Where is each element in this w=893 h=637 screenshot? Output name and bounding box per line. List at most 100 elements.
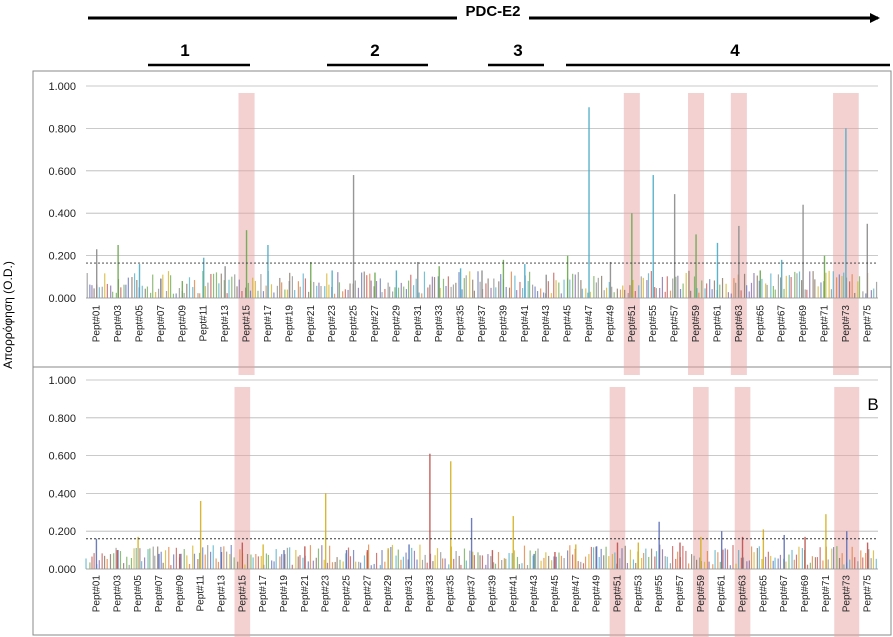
y-tick-label-b-1: 0.200 [48, 526, 76, 538]
x-tick-label-b-30: Pept#61 [717, 575, 728, 613]
x-tick-label-a-27: Pept#57 [670, 305, 681, 343]
y-tick-label-a-5: 1.000 [48, 81, 76, 93]
x-tick-label-b-8: Pept#17 [258, 575, 269, 613]
region-1-label: 1 [180, 41, 189, 60]
x-tick-label-b-15: Pept#31 [404, 575, 415, 613]
x-tick-label-a-2: Pept#05 [135, 305, 146, 343]
x-tick-label-b-14: Pept#29 [383, 575, 394, 613]
x-tick-label-b-29: Pept#59 [696, 575, 707, 613]
x-tick-label-b-34: Pept#69 [800, 575, 811, 613]
x-tick-label-b-17: Pept#35 [446, 575, 457, 613]
region-2-label: 2 [370, 41, 379, 60]
x-tick-label-a-5: Pept#11 [199, 305, 210, 342]
x-tick-label-b-6: Pept#13 [216, 575, 227, 613]
x-tick-label-a-10: Pept#21 [306, 305, 317, 343]
y-tick-label-a-4: 0.800 [48, 123, 76, 135]
highlight-band-b-1 [609, 387, 626, 637]
y-tick-label-a-3: 0.600 [48, 166, 76, 178]
highlight-band-b-4 [834, 387, 860, 637]
x-tick-label-b-24: Pept#49 [592, 575, 603, 613]
x-tick-label-a-26: Pept#55 [648, 305, 659, 343]
x-tick-label-b-2: Pept#05 [133, 575, 144, 613]
x-tick-label-a-36: Pept#75 [862, 305, 873, 343]
y-tick-label-a-1: 0.200 [48, 251, 76, 263]
x-tick-label-a-3: Pept#07 [156, 305, 167, 343]
x-tick-label-a-11: Pept#23 [327, 305, 338, 343]
y-tick-label-b-3: 0.600 [48, 451, 76, 463]
x-tick-label-b-10: Pept#21 [300, 575, 311, 613]
x-tick-label-a-4: Pept#09 [177, 305, 188, 343]
x-tick-label-b-23: Pept#47 [571, 575, 582, 613]
x-tick-label-a-17: Pept#35 [456, 305, 467, 343]
x-tick-label-a-33: Pept#69 [798, 305, 809, 343]
x-tick-label-b-4: Pept#09 [175, 575, 186, 613]
x-tick-label-b-20: Pept#41 [508, 575, 519, 613]
region-4-label: 4 [730, 41, 740, 60]
x-tick-label-a-7: Pept#15 [242, 305, 253, 343]
y-tick-label-a-2: 0.400 [48, 208, 76, 220]
x-tick-label-a-22: Pept#45 [563, 305, 574, 343]
x-tick-label-b-21: Pept#43 [529, 575, 540, 613]
x-tick-label-b-36: Pept#73 [842, 575, 853, 613]
x-tick-label-b-16: Pept#33 [425, 575, 436, 613]
y-tick-label-b-4: 0.800 [48, 413, 76, 425]
header-title: PDC-E2 [465, 3, 520, 20]
x-tick-label-a-19: Pept#39 [498, 305, 509, 343]
x-tick-label-a-6: Pept#13 [220, 305, 231, 343]
x-tick-label-b-32: Pept#65 [758, 575, 769, 613]
x-tick-label-b-31: Pept#63 [738, 575, 749, 613]
x-tick-label-b-3: Pept#07 [154, 575, 165, 613]
region-3-label: 3 [513, 41, 522, 60]
x-tick-label-b-1: Pept#03 [112, 575, 123, 613]
highlight-band-b-2 [693, 387, 709, 637]
x-tick-label-a-0: Pept#01 [92, 305, 103, 343]
x-tick-label-b-12: Pept#25 [342, 575, 353, 613]
x-tick-label-b-26: Pept#53 [633, 575, 644, 613]
region-markers: 1 2 3 4 [148, 41, 890, 67]
x-tick-label-a-1: Pept#03 [113, 305, 124, 343]
x-tick-label-a-34: Pept#71 [819, 305, 830, 343]
x-tick-label-a-21: Pept#43 [541, 305, 552, 343]
x-tick-label-a-31: Pept#65 [755, 305, 766, 343]
x-tick-label-a-20: Pept#41 [520, 305, 531, 343]
highlight-band-a-2 [688, 93, 705, 375]
panel-b-label: B [867, 395, 878, 414]
x-tick-label-b-19: Pept#39 [487, 575, 498, 613]
x-tick-label-a-25: Pept#51 [627, 305, 638, 343]
x-tick-label-b-28: Pept#57 [675, 575, 686, 613]
x-tick-label-b-0: Pept#01 [91, 575, 102, 613]
x-tick-label-b-37: Pept#75 [863, 575, 874, 613]
header-label-bg [457, 3, 529, 21]
x-tick-label-b-13: Pept#27 [362, 575, 373, 613]
x-tick-label-a-9: Pept#19 [284, 305, 295, 343]
x-tick-label-a-28: Pept#59 [691, 305, 702, 343]
x-tick-label-a-32: Pept#67 [777, 305, 788, 343]
panel-a: 0.000 0.200 0.400 0.600 0.800 1.000 Pept#01 Pep… [48, 81, 878, 375]
x-tick-label-a-29: Pept#61 [712, 305, 723, 343]
x-tick-label-b-25: Pept#51 [612, 575, 623, 613]
x-tick-label-a-30: Pept#63 [734, 305, 745, 343]
x-tick-label-a-23: Pept#47 [584, 305, 595, 343]
x-tick-label-a-12: Pept#25 [349, 305, 360, 343]
x-tick-label-b-35: Pept#71 [821, 575, 832, 613]
x-tick-label-a-16: Pept#33 [434, 305, 445, 343]
panel-a-frame [32, 70, 892, 368]
x-tick-label-b-22: Pept#45 [550, 575, 561, 613]
x-tick-label-b-11: Pept#23 [321, 575, 332, 613]
panel-b: 0.000 0.200 0.400 0.600 0.800 1.000 Pept#01 Pep… [48, 375, 878, 637]
x-tick-label-b-7: Pept#15 [237, 575, 248, 613]
x-tick-label-a-13: Pept#27 [370, 305, 381, 343]
x-tick-label-a-15: Pept#31 [413, 305, 424, 343]
x-tick-label-a-14: Pept#29 [391, 305, 402, 343]
y-tick-label-b-5: 1.000 [48, 375, 76, 387]
x-tick-label-b-18: Pept#37 [467, 575, 478, 613]
y-tick-label-b-0: 0.000 [48, 564, 76, 576]
y-tick-label-b-2: 0.400 [48, 488, 76, 500]
x-tick-label-a-35: Pept#73 [841, 305, 852, 343]
x-tick-label-a-24: Pept#49 [605, 305, 616, 343]
x-tick-label-b-9: Pept#19 [279, 575, 290, 613]
x-tick-label-b-33: Pept#67 [779, 575, 790, 613]
highlight-band-b-0 [234, 387, 251, 637]
y-axis-label: Απορρόφηση (O.D.) [1, 261, 15, 369]
